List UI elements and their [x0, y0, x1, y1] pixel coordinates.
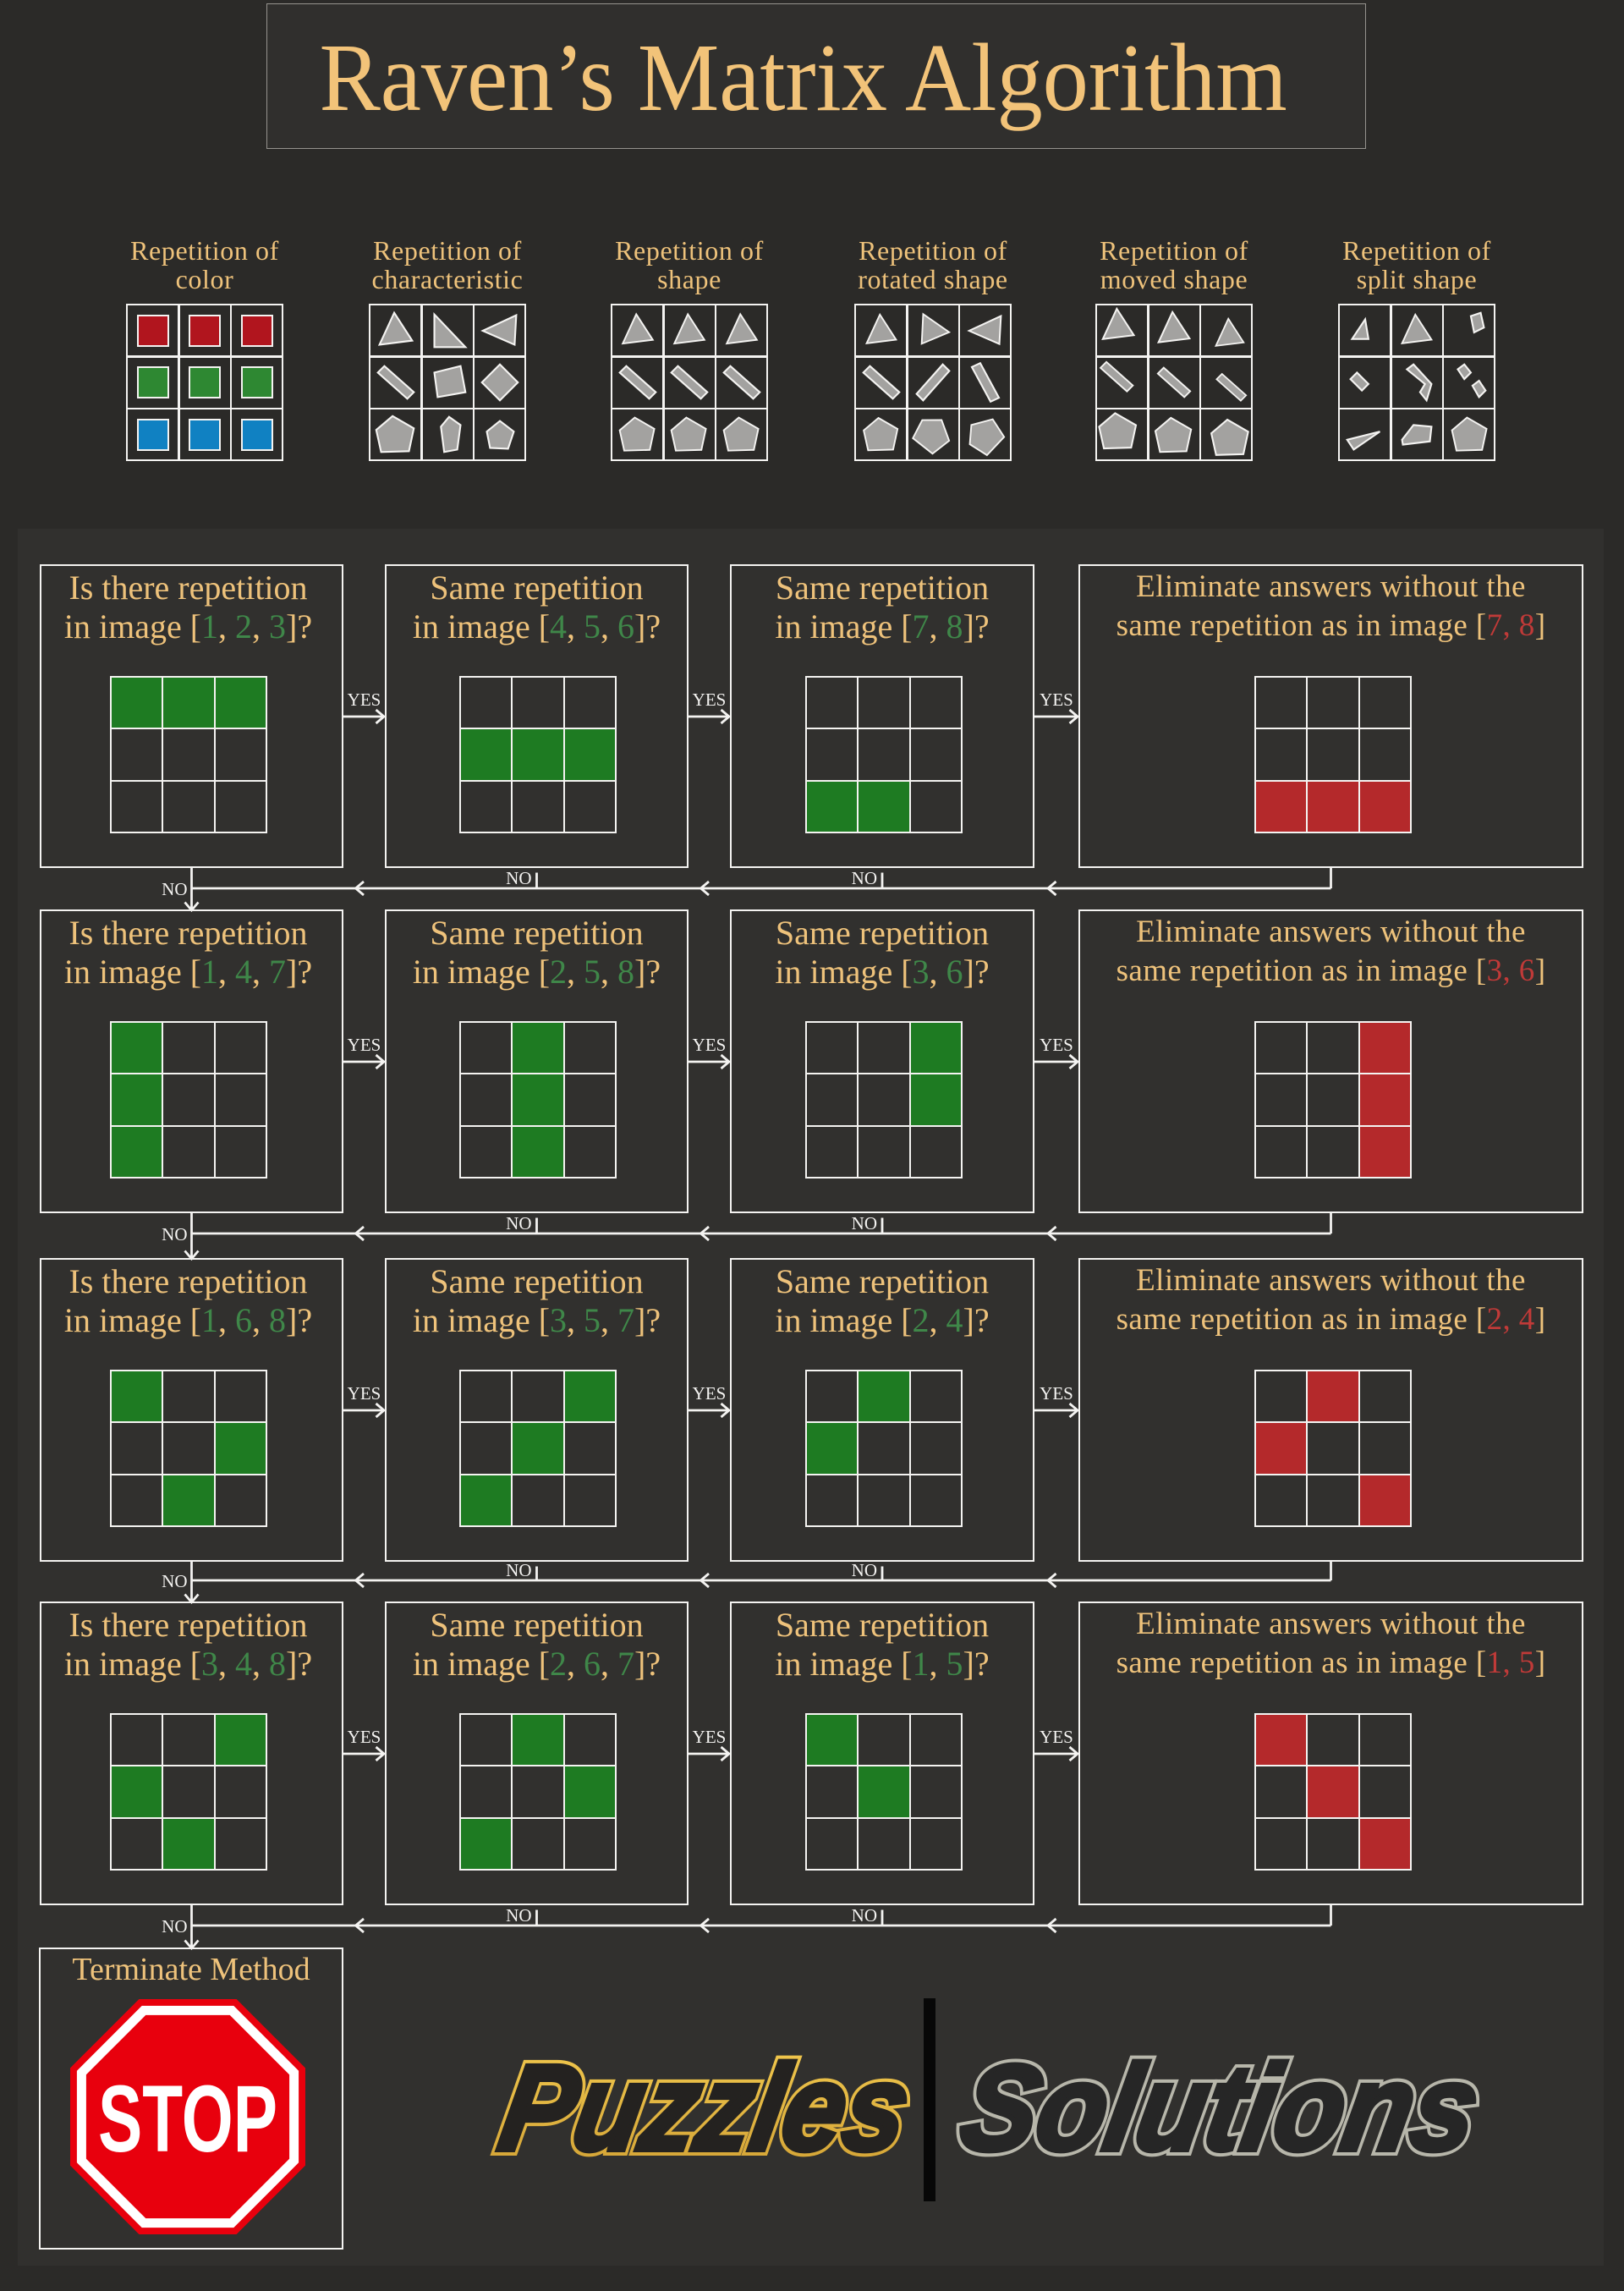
svg-text:YES: YES: [1040, 689, 1073, 710]
svg-text:Puzzles: Puzzles: [491, 2040, 919, 2176]
svg-text:NO: NO: [852, 1213, 877, 1233]
svg-text:Puzzles: Puzzles: [491, 2040, 919, 2176]
svg-text:YES: YES: [1040, 1035, 1073, 1055]
svg-text:YES: YES: [693, 1383, 727, 1404]
svg-text:NO: NO: [506, 1560, 531, 1580]
svg-text:NO: NO: [162, 1224, 187, 1244]
svg-text:NO: NO: [162, 879, 187, 899]
svg-text:NO: NO: [506, 1213, 531, 1233]
svg-text:STOP: STOP: [98, 2066, 277, 2172]
svg-text:NO: NO: [852, 868, 877, 888]
svg-text:YES: YES: [1040, 1727, 1073, 1747]
svg-text:YES: YES: [693, 1035, 727, 1055]
svg-text:YES: YES: [348, 1035, 381, 1055]
svg-text:Solutions: Solutions: [952, 2040, 1489, 2176]
svg-text:NO: NO: [162, 1916, 187, 1937]
svg-text:Solutions: Solutions: [952, 2040, 1489, 2176]
svg-text:YES: YES: [348, 689, 381, 710]
svg-text:YES: YES: [348, 1383, 381, 1404]
svg-text:NO: NO: [506, 1905, 531, 1926]
svg-text:YES: YES: [1040, 1383, 1073, 1404]
svg-text:NO: NO: [162, 1571, 187, 1591]
svg-text:YES: YES: [693, 1727, 727, 1747]
svg-text:NO: NO: [852, 1560, 877, 1580]
svg-text:YES: YES: [693, 689, 727, 710]
svg-text:YES: YES: [348, 1727, 381, 1747]
svg-text:NO: NO: [852, 1905, 877, 1926]
svg-text:NO: NO: [506, 868, 531, 888]
